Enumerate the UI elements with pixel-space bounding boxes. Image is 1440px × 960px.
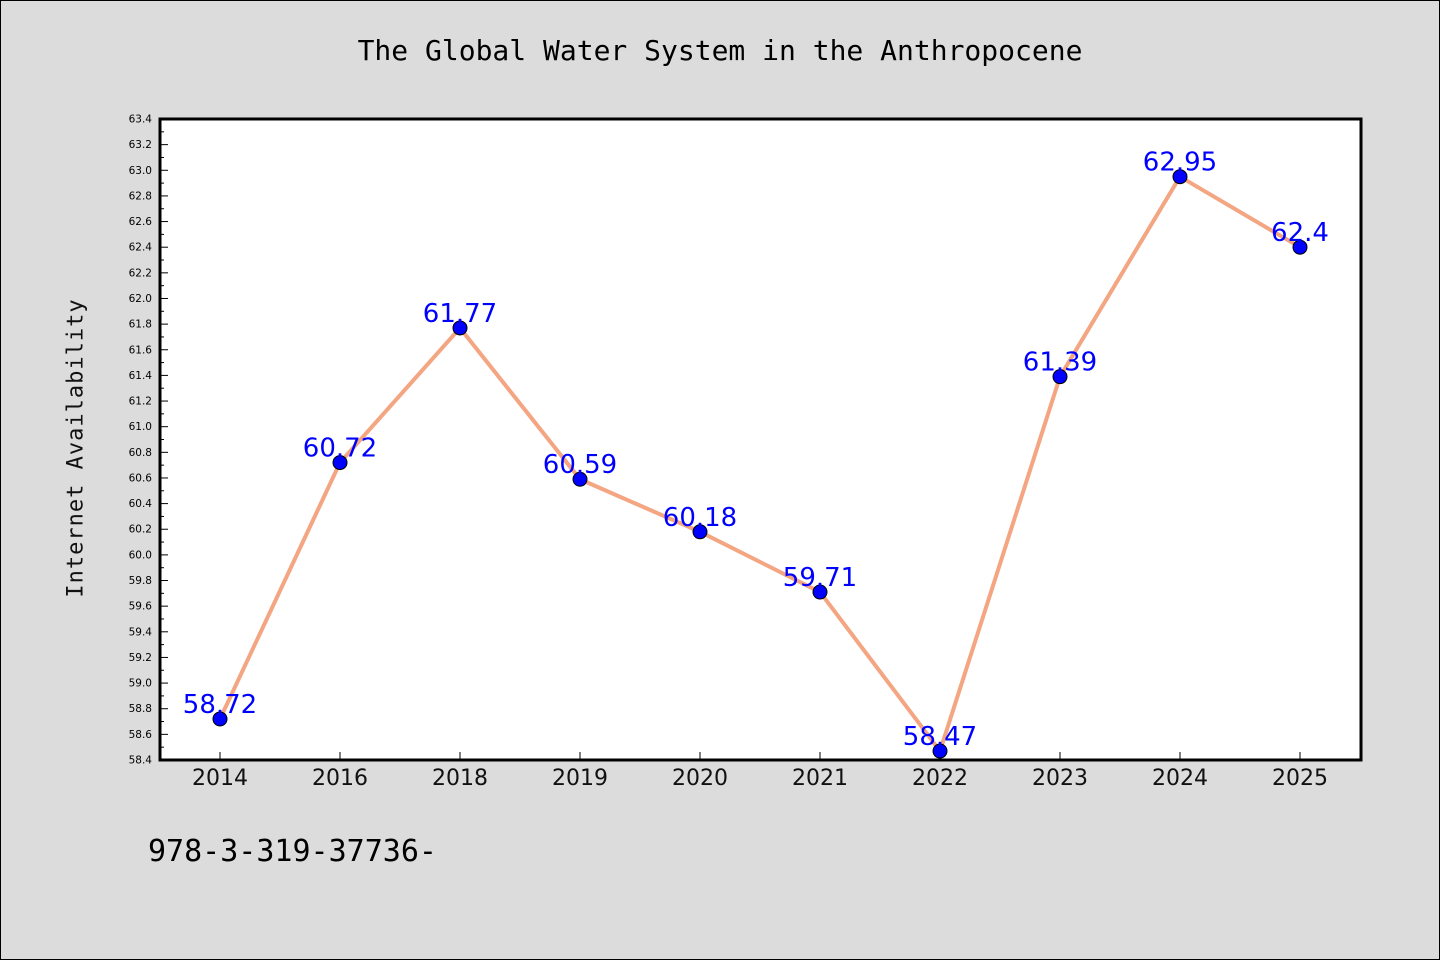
x-tick-label: 2019 <box>552 766 608 791</box>
x-tick-label: 2024 <box>1152 766 1208 791</box>
x-tick-label: 2016 <box>312 766 368 791</box>
y-tick-label: 63.2 <box>129 139 152 151</box>
data-point <box>812 584 828 600</box>
data-label: 58.72 <box>183 690 257 720</box>
y-tick-label: 58.4 <box>129 755 153 767</box>
data-label: 60.72 <box>303 434 377 464</box>
data-point <box>1052 369 1068 385</box>
data-label: 58.47 <box>903 722 977 752</box>
y-tick-label: 59.2 <box>129 652 152 664</box>
y-tick-label: 61.2 <box>129 396 152 408</box>
x-tick-label: 2021 <box>792 766 848 791</box>
series-line <box>218 174 1302 754</box>
x-tick-label: 2023 <box>1032 766 1088 791</box>
x-tick-label: 2020 <box>672 766 728 791</box>
data-label: 59.71 <box>783 563 857 593</box>
data-point <box>452 320 468 336</box>
x-tick-label: 2025 <box>1272 766 1328 791</box>
x-tick-label: 2014 <box>192 766 248 791</box>
y-tick-label: 61.6 <box>129 344 153 356</box>
y-tick-label: 61.0 <box>129 421 152 433</box>
y-tick-label: 62.0 <box>129 293 152 305</box>
footer-code: 978-3-319-37736- <box>148 834 437 869</box>
y-tick-label: 60.2 <box>129 524 152 536</box>
y-tick-label: 61.8 <box>129 319 152 331</box>
y-tick-label: 62.6 <box>129 216 153 228</box>
y-tick-label: 59.8 <box>129 575 152 587</box>
y-tick-label: 59.0 <box>129 678 152 690</box>
data-point <box>692 524 708 540</box>
y-tick-label: 62.2 <box>129 267 152 279</box>
y-tick-label: 62.4 <box>129 242 153 254</box>
y-tick-label: 58.6 <box>129 729 153 741</box>
data-label: 61.77 <box>423 299 497 329</box>
y-tick-label: 60.4 <box>129 498 153 510</box>
y-tick-label: 61.4 <box>129 370 153 382</box>
chart-title: The Global Water System in the Anthropoc… <box>357 34 1083 67</box>
data-point <box>1172 169 1188 185</box>
y-tick-label: 59.6 <box>129 601 153 613</box>
y-tick-label: 62.8 <box>129 190 152 202</box>
y-tick-label: 60.0 <box>129 549 152 561</box>
data-label: 61.39 <box>1023 348 1097 378</box>
data-point <box>212 711 228 727</box>
y-tick-label: 59.4 <box>129 626 153 638</box>
y-tick-label: 63.0 <box>129 165 152 177</box>
x-tick-label: 2018 <box>432 766 488 791</box>
data-label: 62.95 <box>1143 148 1217 178</box>
data-point <box>1292 239 1308 255</box>
data-label: 62.4 <box>1271 218 1329 248</box>
data-point <box>932 743 948 759</box>
y-tick-label: 60.8 <box>129 447 152 459</box>
y-tick-label: 63.4 <box>129 114 153 126</box>
data-label: 60.18 <box>663 503 737 533</box>
x-tick-label: 2022 <box>912 766 968 791</box>
data-label: 60.59 <box>543 450 617 480</box>
y-tick-label: 58.8 <box>129 703 152 715</box>
y-tick-label: 60.6 <box>129 472 153 484</box>
data-point <box>572 471 588 487</box>
data-point <box>332 455 348 471</box>
